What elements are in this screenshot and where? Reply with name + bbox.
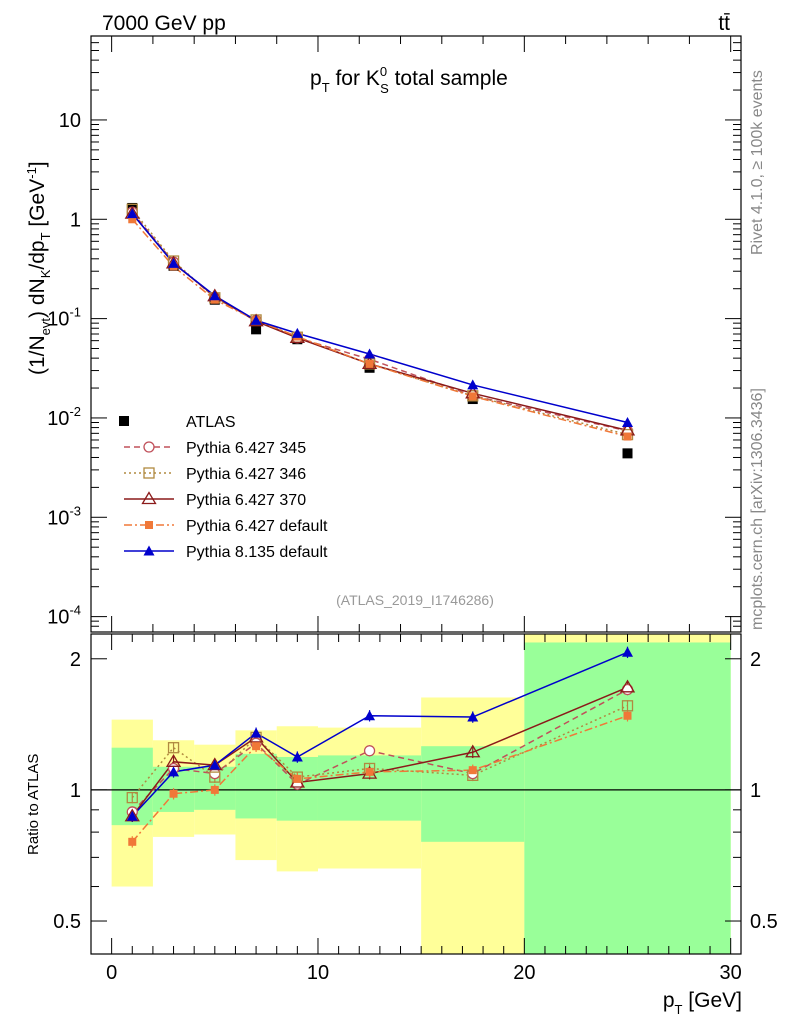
legend-label: Pythia 6.427 370 <box>186 492 306 509</box>
ratio-point <box>467 711 479 722</box>
atlas-data-point <box>622 448 633 459</box>
legend-marker <box>143 441 155 453</box>
ratio-point <box>209 771 221 783</box>
mc-point <box>623 432 632 441</box>
rivet-label: Rivet 4.1.0, ≥ 100k events <box>749 70 766 255</box>
mc-point <box>365 359 374 368</box>
ratio-ytick-label-left: 0.5 <box>53 911 81 933</box>
main-ytick-label: 10 <box>59 110 81 132</box>
x-tick-label: 20 <box>513 962 535 984</box>
mc-point <box>209 290 221 301</box>
ratio-point <box>363 745 376 757</box>
ratio-point <box>169 789 178 798</box>
mc-point <box>128 215 137 224</box>
mc-point <box>250 314 262 325</box>
ratio-point <box>210 785 219 794</box>
main-ytick-label: 10-3 <box>47 503 81 529</box>
legend-marker <box>143 467 155 479</box>
ratio-point <box>621 700 634 712</box>
ratio-ytick-label-right: 2 <box>750 649 761 671</box>
mc-point <box>622 416 634 427</box>
legend-label: Pythia 6.427 346 <box>186 466 306 483</box>
legend-marker <box>145 521 153 529</box>
ratio-point <box>252 742 261 751</box>
ratio-series <box>124 646 636 848</box>
ratio-series-line <box>131 705 628 799</box>
analysis-tag: (ATLAS_2019_I1746286) <box>336 592 494 608</box>
ratio-ticks: 0.5 0.51 12 20 10 20 30 <box>53 634 778 984</box>
ratio-point <box>293 774 302 783</box>
ratio-series-line <box>131 715 628 843</box>
energy-label: 7000 GeV pp <box>102 12 226 35</box>
ratio-series-line <box>131 686 628 817</box>
legend: ATLAS Pythia 6.427 345 Pythia 6.427 346 Pyt… <box>119 414 328 561</box>
mc-point <box>291 327 303 338</box>
ratio-ylabel: Ratio to ATLAS <box>25 754 42 855</box>
mc-point <box>168 257 180 268</box>
ratio-point <box>623 711 632 720</box>
ratio-point <box>622 646 634 657</box>
process-label: tt̄ <box>718 12 730 35</box>
ratio-ytick-label-right: 0.5 <box>750 911 778 933</box>
mc-point <box>468 392 477 401</box>
mc-point <box>467 379 479 390</box>
ratio-point <box>126 810 138 821</box>
legend-marker <box>141 491 157 505</box>
ratio-ytick-label-left: 2 <box>70 649 81 671</box>
ratio-ytick-label-left: 1 <box>70 780 81 802</box>
main-ytick-label: 10-2 <box>47 404 81 430</box>
legend-label: Pythia 6.427 default <box>186 518 328 535</box>
ratio-band-green <box>421 746 525 842</box>
main-series <box>124 202 636 459</box>
mc-point <box>364 348 376 359</box>
ratio-point <box>291 751 303 762</box>
ratio-point <box>619 679 636 693</box>
ratio-panel: 0.5 0.51 12 20 10 20 30 Ratio to ATLAS <box>25 633 778 984</box>
ratio-point <box>165 754 182 767</box>
ratio-series-line <box>131 688 628 813</box>
ratio-point <box>167 742 180 754</box>
ratio-point <box>128 837 137 846</box>
legend-atlas-label: ATLAS <box>186 414 236 431</box>
atlas-data-point <box>251 324 262 335</box>
legend-atlas-marker <box>119 416 129 426</box>
ratio-series-line <box>131 651 628 817</box>
main-title: pT for K0 S total sample <box>310 64 508 96</box>
ratio-point <box>250 727 262 738</box>
main-ytick-label: 1 <box>70 209 81 231</box>
main-frame <box>90 35 742 633</box>
main-series-line <box>131 213 628 424</box>
x-tick-label: 10 <box>307 962 329 984</box>
main-panel: 10-4 10-3 10-2 10-1 1 10 pT for K0 S total sam… <box>24 35 742 633</box>
legend-label: Pythia 8.135 default <box>186 544 328 561</box>
ratio-point <box>365 767 374 776</box>
ratio-point <box>168 766 180 777</box>
main-ytick-label: 10-1 <box>47 305 81 331</box>
ratio-ytick-label-right: 1 <box>750 780 761 802</box>
ratio-bands <box>111 634 731 954</box>
ratio-band-green <box>235 753 277 819</box>
main-ylabel: (1/Nevt) dNK/dpT [GeV-1] <box>24 161 53 375</box>
main-series-line <box>131 218 628 438</box>
x-tick-label: 30 <box>720 962 742 984</box>
ratio-frame <box>90 633 742 955</box>
x-tick-label: 0 <box>106 962 117 984</box>
ratio-point <box>209 759 221 770</box>
mcplots-label: mcplots.cern.ch [arXiv:1306.3436] <box>749 388 766 630</box>
ratio-point <box>126 791 138 804</box>
ratio-point <box>465 744 481 758</box>
ratio-point <box>364 710 376 721</box>
x-axis-label: pT [GeV] <box>663 989 742 1017</box>
legend-label: Pythia 6.427 345 <box>186 440 306 457</box>
main-plot-area <box>91 36 741 632</box>
ratio-point <box>468 766 477 775</box>
main-ytick-label: 10-4 <box>47 603 81 629</box>
main-ticks: 10-4 10-3 10-2 10-1 1 10 <box>47 35 741 633</box>
legend-marker <box>143 545 155 556</box>
mc-point <box>126 208 138 219</box>
